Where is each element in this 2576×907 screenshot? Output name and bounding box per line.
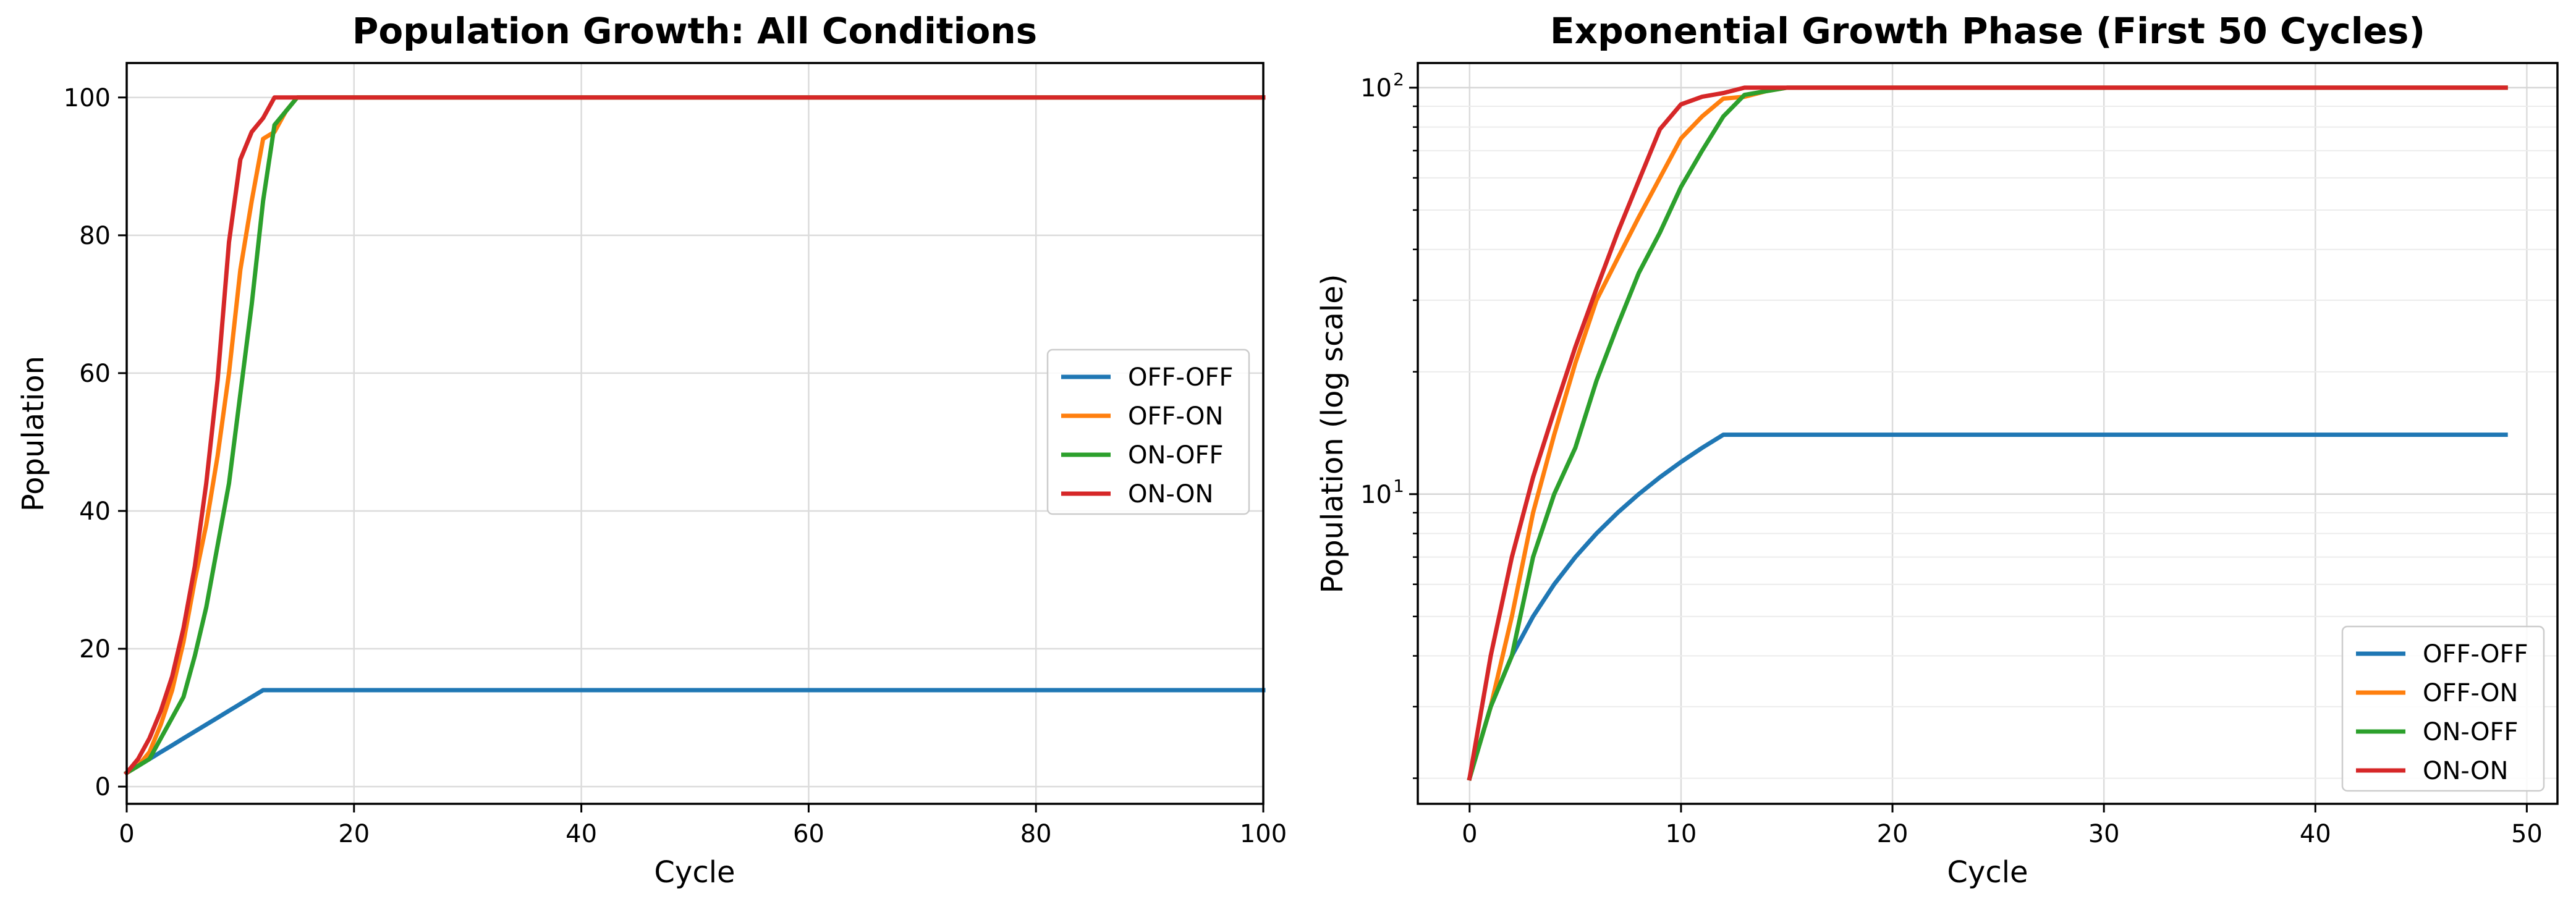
- legend: OFF-OFF OFF-ON ON-OFF ON-ON: [2341, 625, 2545, 792]
- x-axis-label: Cycle: [654, 855, 735, 890]
- legend-label: ON-OFF: [2423, 718, 2518, 746]
- x-axis-label: Cycle: [1947, 855, 2028, 890]
- legend-label: OFF-ON: [2423, 679, 2518, 707]
- legend-label: OFF-ON: [1128, 402, 1223, 431]
- y-tick-exponent: 1: [1393, 476, 1404, 496]
- x-tick-label: 20: [1877, 820, 1909, 848]
- legend-frame: [1046, 348, 1250, 515]
- chart-exponential-growth-phase: Exponential Growth Phase (First 50 Cycle…: [1315, 10, 2559, 890]
- x-tick-label: 0: [1462, 820, 1477, 848]
- x-tick-label: 40: [566, 820, 597, 848]
- legend-label: OFF-OFF: [2423, 640, 2528, 669]
- y-tick-label: 20: [79, 635, 111, 664]
- chart-title: Exponential Growth Phase (First 50 Cycle…: [1550, 10, 2425, 52]
- chart-population-growth: Population Growth: All Conditions 0 20 40 6…: [16, 10, 1287, 890]
- x-tick-label: 80: [1020, 820, 1052, 848]
- legend-label: ON-ON: [1128, 480, 1213, 508]
- series-line-off-off: [1467, 432, 2508, 781]
- x-axis-ticks: 0 10 20 30 40 50: [1462, 804, 2543, 848]
- grid-lines: [1418, 63, 2557, 804]
- y-tick-exponent: 2: [1393, 69, 1404, 90]
- series-line-on-on: [1467, 85, 2508, 781]
- plot-frame: [125, 62, 1265, 805]
- legend: OFF-OFF OFF-ON ON-OFF ON-ON: [1046, 348, 1250, 515]
- y-axis-label: Population (log scale): [1315, 274, 1350, 593]
- y-tick-label: 0: [95, 773, 111, 801]
- series-lines: [124, 95, 1266, 776]
- y-tick-label: 60: [79, 360, 111, 388]
- x-tick-label: 50: [2511, 820, 2543, 848]
- y-axis-label: Population: [16, 356, 51, 512]
- legend-label: ON-ON: [2423, 757, 2508, 785]
- x-tick-label: 40: [2300, 820, 2331, 848]
- plot-frame: [1417, 62, 2559, 805]
- x-axis-ticks: 0 20 40 60 80 100: [119, 804, 1287, 848]
- x-tick-label: 60: [793, 820, 824, 848]
- legend-frame: [2341, 625, 2545, 792]
- legend-label: ON-OFF: [1128, 441, 1223, 470]
- chart-title: Population Growth: All Conditions: [352, 10, 1037, 52]
- y-tick-label: 80: [79, 222, 111, 250]
- y-tick-label: 10: [1360, 74, 1392, 103]
- y-tick-label: 40: [79, 497, 111, 526]
- series-line-off-off: [124, 688, 1266, 776]
- x-tick-label: 10: [1665, 820, 1697, 848]
- series-line-on-on: [124, 95, 1266, 776]
- x-tick-label: 30: [2088, 820, 2120, 848]
- y-axis-ticks: 0 20 40 60 80 100: [64, 84, 127, 801]
- x-tick-label: 0: [119, 820, 134, 848]
- x-tick-label: 20: [338, 820, 370, 848]
- y-tick-label: 100: [64, 84, 111, 112]
- legend-label: OFF-OFF: [1128, 363, 1234, 392]
- x-tick-label: 100: [1240, 820, 1287, 848]
- series-lines: [1467, 85, 2508, 781]
- y-tick-label: 10: [1360, 481, 1392, 509]
